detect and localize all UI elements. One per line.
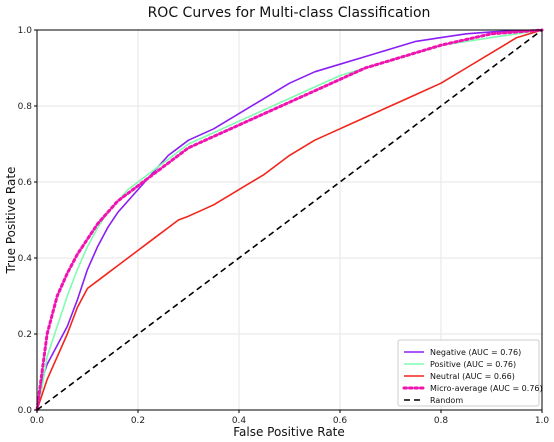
y-axis-label: True Positive Rate	[4, 167, 18, 275]
legend-label-2: Neutral (AUC = 0.66)	[430, 372, 515, 381]
x-tick-label: 0.0	[30, 416, 45, 426]
grid	[36, 29, 543, 411]
series-line-0	[36, 29, 543, 411]
x-axis-label: False Positive Rate	[233, 425, 345, 439]
plot-frame	[36, 29, 543, 411]
x-tick-label: 0.4	[232, 416, 247, 426]
legend-label-3: Micro-average (AUC = 0.76)	[430, 384, 543, 393]
y-tick-label: 0.6	[18, 178, 33, 188]
ticks: 0.0 0.2 0.4 0.6 0.8 1.0 0.0 0.2 0.4 0.6 0.8 1.0	[18, 26, 550, 426]
series-line-3	[35, 28, 544, 412]
legend-label-0: Negative (AUC = 0.76)	[430, 348, 521, 357]
y-tick-label: 0.2	[18, 330, 32, 340]
chart-title: ROC Curves for Multi-class Classificatio…	[148, 5, 431, 21]
y-tick-label: 0.0	[18, 406, 33, 416]
legend-box	[397, 339, 540, 407]
legend: Negative (AUC = 0.76) Positive (AUC = 0.7…	[397, 339, 543, 407]
x-tick-label: 0.8	[434, 416, 449, 426]
series-line-2	[36, 29, 543, 411]
x-tick-label: 0.6	[333, 416, 348, 426]
y-tick-label: 1.0	[18, 26, 33, 36]
x-tick-label: 0.2	[131, 416, 145, 426]
series-layer	[35, 28, 544, 412]
series-line-4	[36, 29, 543, 411]
legend-label-1: Positive (AUC = 0.76)	[430, 360, 516, 369]
y-tick-label: 0.8	[18, 102, 33, 112]
y-tick-label: 0.4	[18, 254, 33, 264]
x-tick-label: 1.0	[535, 416, 550, 426]
legend-label-4: Random	[430, 396, 463, 405]
